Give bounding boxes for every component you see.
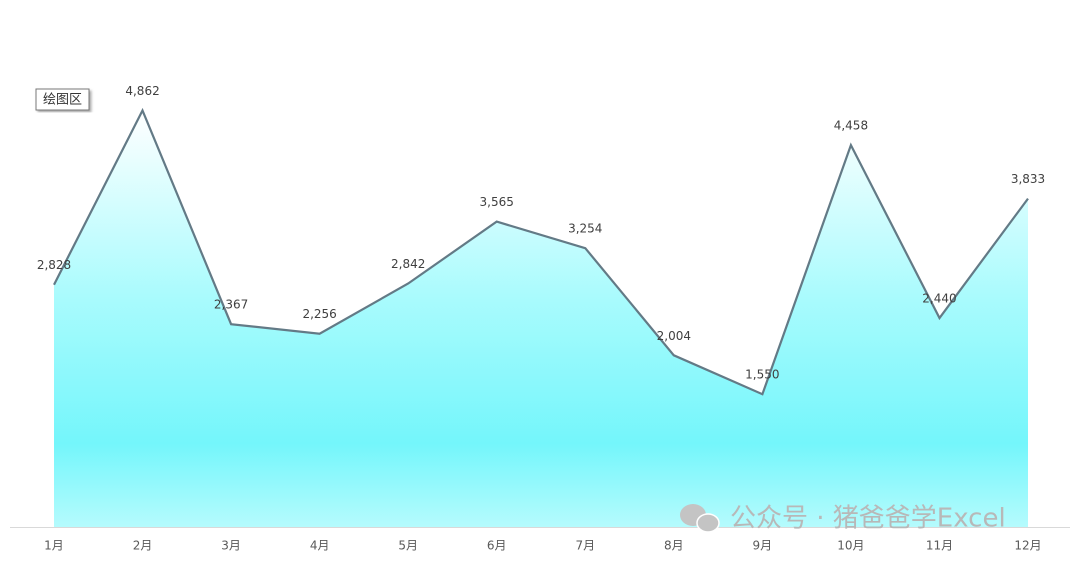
data-label: 2,367 xyxy=(214,298,248,312)
x-tick-label: 9月 xyxy=(753,539,773,553)
data-label: 2,004 xyxy=(657,329,691,343)
x-tick-label: 7月 xyxy=(575,539,595,553)
x-tick-label: 4月 xyxy=(310,539,330,553)
data-label: 4,862 xyxy=(125,84,159,98)
data-label: 1,550 xyxy=(745,368,779,382)
tooltip-text: 绘图区 xyxy=(43,93,82,108)
x-tick-label: 6月 xyxy=(487,539,507,553)
data-label: 3,254 xyxy=(568,222,602,236)
data-label: 2,828 xyxy=(37,258,71,272)
data-label: 2,256 xyxy=(302,307,336,321)
x-tick-label: 1月 xyxy=(44,539,64,553)
watermark-text: 公众号 · 猪爸爸学Excel xyxy=(730,504,1006,534)
watermark-icon xyxy=(696,513,720,533)
data-label: 3,833 xyxy=(1011,172,1045,186)
data-label: 2,440 xyxy=(922,291,956,305)
line xyxy=(53,107,1029,396)
data-label: 4,458 xyxy=(834,119,868,133)
plot-area xyxy=(53,107,1029,527)
tooltip: 绘图区 xyxy=(35,88,90,111)
x-tick-label: 11月 xyxy=(926,539,953,553)
x-tick-label: 8月 xyxy=(664,539,684,553)
x-tick-label: 5月 xyxy=(398,539,418,553)
data-label: 2,842 xyxy=(391,257,425,271)
x-tick-label: 10月 xyxy=(837,539,864,553)
watermark: 公众号 · 猪爸爸学Excel xyxy=(680,504,1006,534)
x-tick-label: 2月 xyxy=(133,539,153,553)
tooltip-box xyxy=(35,88,90,111)
x-tick-label: 3月 xyxy=(221,539,241,553)
x-tick-label: 12月 xyxy=(1014,539,1041,553)
area-fill xyxy=(54,110,1028,527)
data-label: 3,565 xyxy=(480,195,514,209)
